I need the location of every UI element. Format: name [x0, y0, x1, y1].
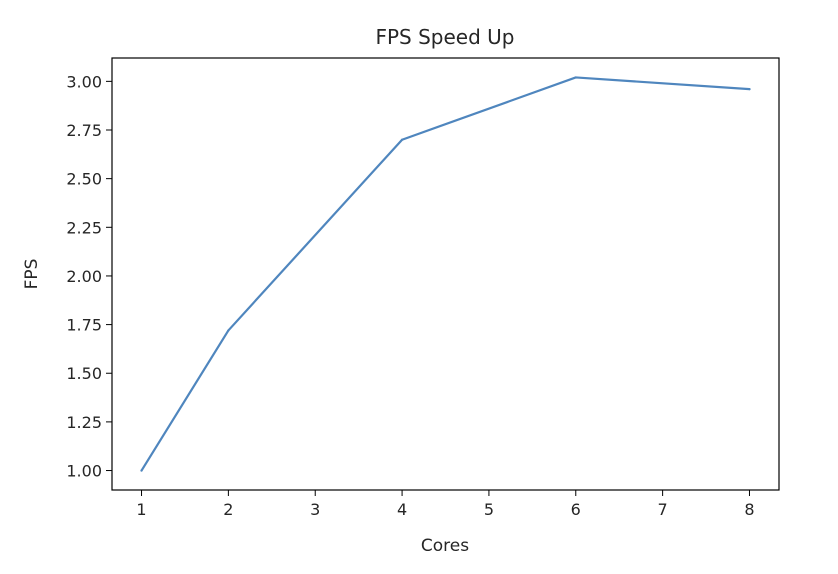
y-tick-label: 2.25 [66, 218, 102, 237]
series-line [140, 76, 751, 472]
y-axis-label: FPS [22, 259, 42, 290]
x-tick-label: 4 [397, 500, 407, 519]
y-tick-label: 1.50 [66, 364, 102, 383]
y-tick-label: 3.00 [66, 72, 102, 91]
y-tick-label: 2.00 [66, 267, 102, 286]
y-tick-label: 1.00 [66, 462, 102, 481]
data-point [748, 88, 751, 91]
data-point [140, 469, 143, 472]
y-tick-label: 2.75 [66, 121, 102, 140]
y-tick-label: 1.75 [66, 316, 102, 335]
ticks-layer: 1 2 3 4 5 6 7 8 1.00 1.25 1.50 1.75 2.00 2.25 2.50 2.75… [66, 72, 754, 519]
x-axis-label: Cores [421, 536, 469, 556]
data-point [574, 76, 577, 79]
x-tick-label: 2 [223, 500, 233, 519]
x-tick-label: 6 [571, 500, 581, 519]
x-tick-label: 8 [744, 500, 754, 519]
x-tick-label: 1 [136, 500, 146, 519]
series-layer [140, 76, 751, 472]
chart-title: FPS Speed Up [375, 25, 514, 49]
x-tick-label: 3 [310, 500, 320, 519]
y-tick-label: 1.25 [66, 413, 102, 432]
x-tick-label: 7 [658, 500, 668, 519]
plot-frame [111, 57, 780, 491]
data-point [227, 329, 230, 332]
y-tick-label: 2.50 [66, 170, 102, 189]
data-point [400, 138, 404, 141]
x-tick-label: 5 [484, 500, 494, 519]
